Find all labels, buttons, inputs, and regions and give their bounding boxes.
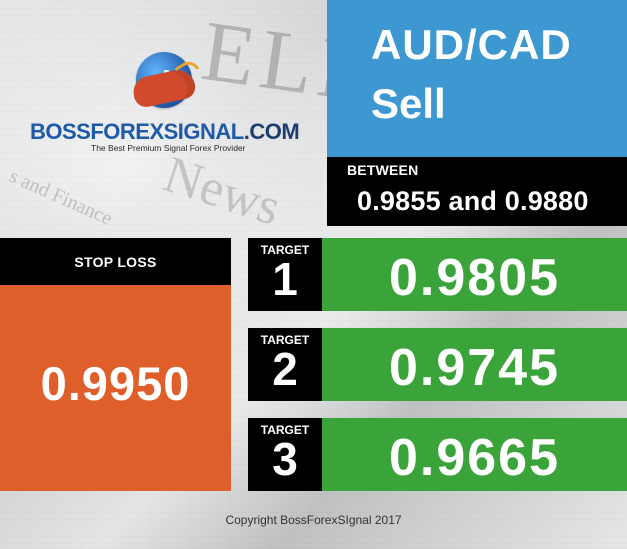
brand-subtitle: The Best Premium Signal Forex Provider <box>91 143 246 153</box>
target-number: 1 <box>272 253 298 305</box>
target-label: TARGET <box>260 333 310 347</box>
entry-range-panel: BETWEEN 0.9855 and 0.9880 <box>327 157 627 226</box>
target-2-label-panel: TARGET 2 <box>248 328 322 401</box>
brand-title-main: BOSSFOREXSIGNAL <box>30 119 244 144</box>
entry-range-value: 0.9855 and 0.9880 <box>357 186 589 216</box>
brand-logo: BOSSFOREXSIGNAL.COM The Best Premium Sig… <box>30 52 300 162</box>
target-value: 0.9805 <box>388 249 561 307</box>
target-number: 3 <box>272 433 298 485</box>
decorative-newsprint-3: s and Finance <box>6 165 116 230</box>
entry-range-label: BETWEEN <box>347 162 419 178</box>
target-1-value-panel: 0.9805 <box>322 238 627 311</box>
stop-loss-panel: 0.9950 <box>0 285 231 491</box>
copyright-text: Copyright BossForexSIgnal 2017 <box>225 513 402 527</box>
trade-action: Sell <box>371 80 446 128</box>
target-number: 2 <box>272 343 298 395</box>
target-3-label-panel: TARGET 3 <box>248 418 322 491</box>
brand-title-tld: .COM <box>243 119 300 144</box>
stop-loss-value: 0.9950 <box>40 357 191 410</box>
stop-loss-header: STOP LOSS <box>0 238 231 285</box>
target-label: TARGET <box>260 243 310 257</box>
target-3-value-panel: 0.9665 <box>322 418 627 491</box>
target-2-value-panel: 0.9745 <box>322 328 627 401</box>
target-label: TARGET <box>260 423 310 437</box>
target-value: 0.9665 <box>388 429 561 487</box>
target-1-label-panel: TARGET 1 <box>248 238 322 311</box>
signal-pair-panel: AUD/CAD Sell <box>327 0 627 157</box>
stop-loss-label: STOP LOSS <box>74 253 157 270</box>
target-value: 0.9745 <box>388 339 561 397</box>
currency-pair: AUD/CAD <box>371 21 572 68</box>
brand-title: BOSSFOREXSIGNAL.COM <box>30 119 300 145</box>
